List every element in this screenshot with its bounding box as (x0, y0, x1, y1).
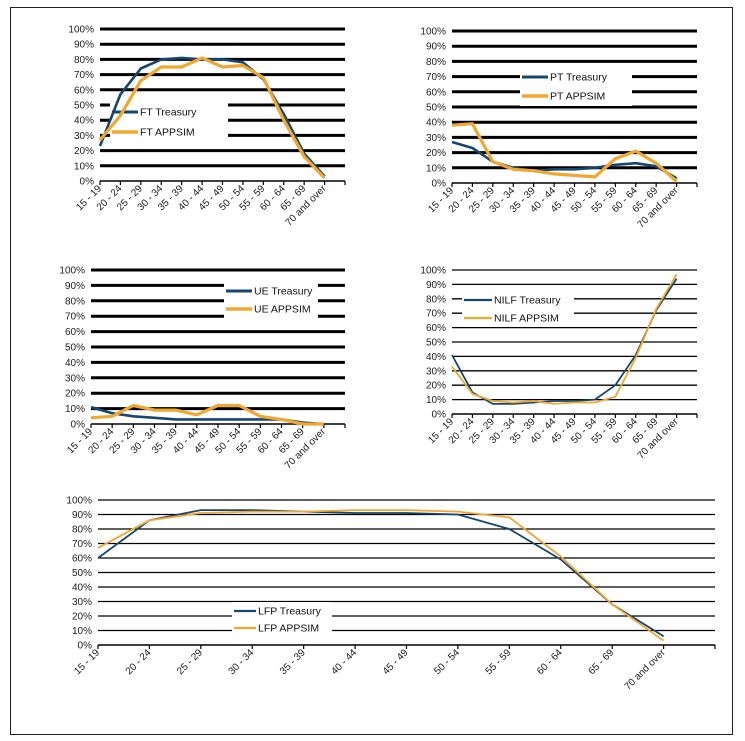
x-tick-label: 20 - 24 (124, 647, 154, 677)
chart-ue: 0%10%20%30%40%50%60%70%80%90%100%15 - 19… (59, 266, 346, 471)
y-tick-label: 50% (72, 568, 92, 579)
y-tick-label: 100% (420, 266, 446, 277)
y-tick-label: 70% (72, 539, 92, 550)
legend-label: UE APPSIM (254, 304, 311, 316)
y-tick-label: 20% (426, 148, 446, 159)
legend: NILF Treasury NILF APPSIM (462, 291, 574, 327)
series-line-treasury (98, 56, 326, 178)
x-tick-label: 30 - 34 (227, 647, 257, 677)
series-line-appsim (90, 403, 324, 426)
y-tick-label: 90% (65, 281, 85, 292)
x-tick-label: 70 and over (623, 647, 669, 693)
y-tick-label: 10% (72, 626, 92, 637)
series-line-appsim (451, 122, 678, 183)
legend-label: PT Treasury (550, 72, 608, 84)
y-tick-label: 70% (426, 72, 446, 83)
y-tick-label: 30% (426, 133, 446, 144)
series-line-appsim (97, 509, 665, 642)
y-tick-label: 50% (74, 101, 94, 112)
x-tick-label: 35 - 39 (278, 647, 308, 677)
x-tick-label: 50 - 54 (432, 647, 462, 677)
y-tick-label: 30% (65, 373, 85, 384)
y-tick-label: 10% (65, 404, 85, 415)
y-tick-label: 80% (426, 294, 446, 305)
x-tick-label: 25 - 29 (175, 647, 205, 677)
series-line-appsim (98, 56, 326, 180)
x-tick-label: 40 - 44 (329, 647, 359, 677)
legend-label: FT APPSIM (140, 127, 195, 139)
y-tick-label: 0% (78, 641, 93, 652)
y-tick-label: 30% (74, 131, 94, 142)
y-tick-label: 90% (74, 40, 94, 51)
x-tick-label: 45 - 49 (381, 647, 411, 677)
y-tick-label: 60% (426, 323, 446, 334)
chart-ft: 0%10%20%30%40%50%60%70%80%90%100%15 - 19… (68, 25, 346, 228)
y-tick-label: 70% (426, 309, 446, 320)
y-tick-label: 50% (426, 103, 446, 114)
chart-lfp: 0% 10% 20% 30% 40% 50% 60% 70% 80% 90% 100% 15 - 19… (66, 496, 716, 693)
y-tick-label: 10% (74, 161, 94, 172)
series-line-appsim (451, 273, 678, 405)
y-tick-label: 0% (80, 177, 95, 188)
y-tick-label: 20% (426, 381, 446, 392)
x-tick-label: 60 - 64 (535, 647, 565, 677)
y-tick-label: 30% (72, 597, 92, 608)
y-tick-label: 100% (66, 496, 92, 507)
y-tick-label: 10% (426, 395, 446, 406)
y-tick-label: 100% (68, 25, 94, 36)
legend-label: NILF APPSIM (494, 313, 559, 325)
legend-label: LFP APPSIM (258, 623, 319, 635)
y-tick-label: 80% (426, 57, 446, 68)
y-tick-label: 0% (71, 420, 86, 431)
series-line-treasury (97, 509, 665, 638)
y-tick-label: 70% (74, 70, 94, 81)
x-tick-label: 65 - 69 (586, 647, 616, 677)
y-tick-label: 40% (65, 358, 85, 369)
legend: FT Treasury FT APPSIM (110, 103, 228, 143)
y-tick-label: 90% (426, 42, 446, 53)
legend-label: PT APPSIM (550, 91, 605, 103)
y-tick-label: 90% (426, 280, 446, 291)
y-tick-label: 100% (420, 27, 446, 38)
y-tick-label: 0% (432, 179, 447, 190)
y-tick-label: 30% (426, 366, 446, 377)
x-tick-label: 15 - 19 (72, 647, 102, 677)
y-tick-label: 60% (65, 327, 85, 338)
legend: LFP Treasury LFP APPSIM (232, 602, 332, 636)
y-tick-label: 40% (72, 583, 92, 594)
y-tick-label: 40% (426, 352, 446, 363)
y-tick-label: 10% (426, 163, 446, 174)
legend-label: LFP Treasury (258, 606, 322, 618)
y-tick-label: 20% (74, 146, 94, 157)
figure-frame (10, 7, 733, 735)
y-tick-label: 80% (65, 296, 85, 307)
y-tick-label: 0% (432, 410, 447, 421)
chart-pt: 0%10%20%30%40%50%60%70%80%90%100%15 - 19… (420, 27, 698, 230)
legend-label: FT Treasury (140, 107, 197, 119)
legend: PT Treasury PT APPSIM (520, 68, 632, 106)
y-tick-label: 90% (72, 510, 92, 521)
legend-label: UE Treasury (254, 286, 313, 298)
y-tick-label: 60% (72, 554, 92, 565)
y-tick-label: 80% (72, 525, 92, 536)
y-tick-label: 60% (74, 85, 94, 96)
chart-nilf: 0%10%20%30%40%50%60%70%80%90%100%15 - 19… (420, 266, 698, 461)
series-line-treasury (451, 140, 678, 180)
y-tick-label: 50% (426, 338, 446, 349)
y-tick-label: 80% (74, 55, 94, 66)
y-tick-label: 20% (72, 612, 92, 623)
x-tick-label: 55 - 59 (484, 647, 514, 677)
y-tick-label: 100% (59, 266, 85, 277)
legend: UE Treasury UE APPSIM (224, 282, 318, 318)
y-tick-label: 40% (426, 118, 446, 129)
y-tick-label: 70% (65, 312, 85, 323)
y-tick-label: 50% (65, 343, 85, 354)
y-tick-label: 40% (74, 116, 94, 127)
legend-label: NILF Treasury (494, 295, 561, 307)
y-tick-label: 20% (65, 389, 85, 400)
y-tick-label: 60% (426, 87, 446, 98)
